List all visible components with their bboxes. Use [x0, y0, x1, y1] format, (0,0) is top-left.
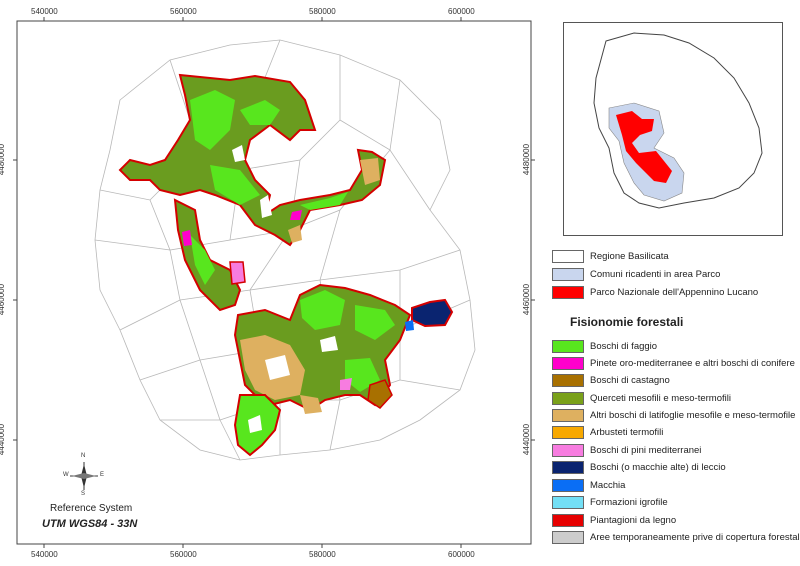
- swatch-leccio: [552, 460, 584, 474]
- reference-system-label: Reference System: [50, 503, 133, 514]
- main-map: [13, 17, 535, 548]
- x-tick-top-4: 600000: [448, 7, 475, 16]
- forest-legend-item: Boschi di faggio: [552, 338, 657, 354]
- tick-marks: [13, 17, 535, 548]
- swatch-querceti: [552, 391, 584, 405]
- y-tick-left-1: 4480000: [0, 143, 7, 176]
- y-tick-right-3: 4440000: [522, 423, 532, 456]
- forest-legend-label: Piantagioni da legno: [590, 514, 677, 526]
- forest-legend-item: Aree temporaneamente prive di copertura …: [552, 529, 800, 545]
- compass-rose: [70, 462, 98, 490]
- inset-legend-item-parco: Parco Nazionale dell'Appennino Lucano: [552, 284, 758, 300]
- swatch-pinete: [552, 356, 584, 370]
- forest-legend-title: Fisionomie forestali: [570, 315, 684, 329]
- swatch-parco: [552, 285, 584, 299]
- swatch-regione: [552, 249, 584, 263]
- y-tick-left-2: 4460000: [0, 283, 7, 316]
- compass-n: N: [81, 453, 86, 459]
- swatch-pini-mediterranei: [552, 443, 584, 457]
- x-tick-bottom-1: 540000: [31, 550, 58, 559]
- y-tick-left-3: 4440000: [0, 423, 7, 456]
- x-tick-bottom-3: 580000: [309, 550, 336, 559]
- inset-legend-label: Regione Basilicata: [590, 250, 669, 262]
- forest-legend-label: Macchia: [590, 479, 626, 491]
- forest-legend-label: Arbusteti termofili: [590, 426, 664, 438]
- inset-park: [616, 111, 672, 183]
- swatch-arbusteti: [552, 425, 584, 439]
- y-tick-right-2: 4460000: [522, 283, 532, 316]
- park-east-holm-oak: [411, 298, 454, 328]
- forest-legend-item: Altri boschi di latifoglie mesofile e me…: [552, 407, 795, 423]
- forest-legend-item: Boschi di castagno: [552, 372, 670, 388]
- inset-legend-item-comuni: Comuni ricadenti in area Parco: [552, 266, 720, 282]
- forest-legend-label: Pinete oro-mediterranee e altri boschi d…: [590, 357, 795, 369]
- forest-legend-label: Querceti mesofili e meso-termofili: [590, 392, 731, 404]
- park-forest-cover: [118, 73, 454, 457]
- x-tick-bottom-4: 600000: [448, 550, 475, 559]
- inset-legend-label: Comuni ricadenti in area Parco: [590, 268, 721, 280]
- swatch-piantagioni: [552, 513, 584, 527]
- swatch-macchia: [552, 478, 584, 492]
- inset-legend-label: Parco Nazionale dell'Appennino Lucano: [590, 286, 759, 298]
- swatch-faggio: [552, 339, 584, 353]
- compass-w: W: [63, 472, 69, 478]
- x-tick-bottom-2: 560000: [170, 550, 197, 559]
- forest-legend-item: Piantagioni da legno: [552, 512, 676, 528]
- x-tick-top-3: 580000: [309, 7, 336, 16]
- forest-legend-label: Boschi di pini mediterranei: [590, 444, 702, 456]
- compass-e: E: [100, 472, 105, 478]
- forest-legend-item: Boschi (o macchie alte) di leccio: [552, 459, 726, 475]
- utm-label: UTM WGS84 - 33N: [42, 518, 138, 530]
- forest-legend-label: Altri boschi di latifoglie mesofile e me…: [590, 409, 796, 421]
- forest-legend-item: Macchia: [552, 477, 625, 493]
- inset-legend-item-regione: Regione Basilicata: [552, 248, 669, 264]
- inset-map-svg: [593, 32, 763, 209]
- inset-locator-map: [563, 22, 783, 236]
- swatch-comuni: [552, 267, 584, 281]
- forest-legend-label: Aree temporaneamente prive di copertura …: [590, 531, 800, 543]
- swatch-igrofile: [552, 495, 584, 509]
- forest-legend-label: Formazioni igrofile: [590, 496, 668, 508]
- forest-legend-item: Querceti mesofili e meso-termofili: [552, 390, 731, 406]
- x-tick-top-2: 560000: [170, 7, 197, 16]
- forest-legend-item: Formazioni igrofile: [552, 494, 668, 510]
- forest-legend-label: Boschi (o macchie alte) di leccio: [590, 461, 726, 473]
- y-tick-right-1: 4480000: [522, 143, 532, 176]
- forest-legend-item: Boschi di pini mediterranei: [552, 442, 701, 458]
- swatch-aree-prive: [552, 530, 584, 544]
- forest-legend-label: Boschi di castagno: [590, 374, 670, 386]
- forest-legend-item: Arbusteti termofili: [552, 424, 663, 440]
- swatch-castagno: [552, 373, 584, 387]
- x-tick-top-1: 540000: [31, 7, 58, 16]
- forest-legend-label: Boschi di faggio: [590, 340, 658, 352]
- forest-legend-item: Pinete oro-mediterranee e altri boschi d…: [552, 355, 795, 371]
- swatch-latifoglie: [552, 408, 584, 422]
- compass-s: S: [81, 491, 86, 497]
